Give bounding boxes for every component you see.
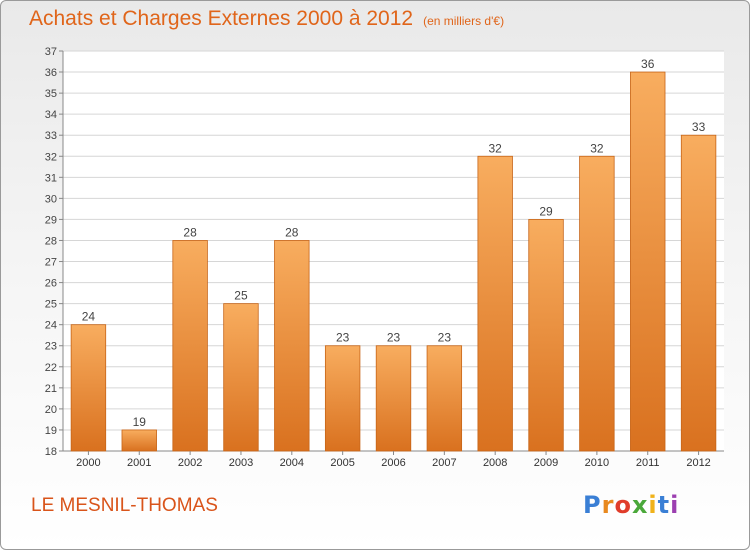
- data-label: 23: [336, 331, 350, 345]
- logo-letter: t: [657, 491, 671, 519]
- bar: [630, 71, 666, 452]
- y-tick-label: 20: [45, 404, 57, 416]
- bar: [426, 345, 463, 452]
- data-label: 23: [438, 331, 452, 345]
- logo-letter: i: [670, 491, 680, 519]
- x-tick-label: 2009: [534, 457, 558, 469]
- y-tick-label: 30: [45, 193, 57, 205]
- y-tick-label: 29: [45, 214, 57, 226]
- bar: [477, 155, 513, 452]
- y-tick-label: 35: [45, 88, 57, 100]
- data-label: 25: [234, 289, 248, 303]
- bar: [70, 324, 107, 452]
- place-name: LE MESNIL-THOMAS: [31, 495, 218, 516]
- data-label: 24: [82, 310, 96, 324]
- y-tick-label: 33: [45, 130, 57, 142]
- y-tick-label: 18: [45, 446, 57, 458]
- y-tick-label: 36: [45, 67, 57, 79]
- bar: [121, 429, 157, 452]
- data-label: 32: [489, 141, 503, 155]
- bar: [680, 134, 717, 452]
- y-tick-label: 37: [45, 46, 57, 58]
- y-tick-label: 28: [45, 235, 57, 247]
- y-tick-label: 31: [45, 172, 57, 184]
- data-label: 36: [641, 57, 655, 71]
- x-tick-label: 2008: [483, 457, 507, 469]
- x-tick-label: 2011: [636, 457, 660, 469]
- bar: [223, 303, 259, 452]
- logo-letter: x: [631, 491, 649, 519]
- y-tick-label: 32: [45, 151, 57, 163]
- y-tick-label: 21: [45, 383, 57, 395]
- x-tick-label: 2004: [280, 457, 304, 469]
- logo-letter: o: [614, 491, 632, 519]
- x-tick-label: 2006: [381, 457, 405, 469]
- logo-letter: P: [583, 491, 602, 519]
- x-tick-label: 2012: [686, 457, 710, 469]
- data-label: 32: [590, 141, 604, 155]
- data-label: 33: [692, 120, 706, 134]
- y-tick-label: 24: [45, 320, 57, 332]
- bar: [579, 155, 615, 452]
- bar: [528, 219, 564, 452]
- x-tick-label: 2000: [76, 457, 100, 469]
- bar: [324, 345, 361, 452]
- x-tick-label: 2002: [178, 457, 202, 469]
- y-tick-label: 26: [45, 278, 57, 290]
- y-tick-label: 22: [45, 362, 57, 374]
- x-tick-label: 2010: [585, 457, 609, 469]
- x-tick-label: 2005: [330, 457, 354, 469]
- y-tick-label: 25: [45, 299, 57, 311]
- x-tick-label: 2003: [229, 457, 253, 469]
- proxiti-logo: Proxiti: [583, 491, 679, 519]
- data-label: 28: [183, 225, 197, 239]
- y-tick-label: 23: [45, 341, 57, 353]
- logo-letter: r: [601, 491, 615, 519]
- data-label: 23: [387, 331, 401, 345]
- chart-title-text: Achats et Charges Externes 2000 à 2012: [29, 7, 414, 30]
- bar: [274, 240, 310, 452]
- bar: [172, 240, 208, 452]
- chart-title: Achats et Charges Externes 2000 à 2012 (e…: [29, 7, 504, 31]
- chart-subtitle: (en milliers d'€): [423, 14, 505, 28]
- data-label: 28: [285, 225, 299, 239]
- x-tick-label: 2001: [127, 457, 151, 469]
- bar: [375, 345, 412, 452]
- logo-letter: i: [648, 491, 658, 519]
- y-tick-label: 34: [45, 109, 57, 121]
- x-tick-label: 2007: [432, 457, 456, 469]
- data-label: 19: [133, 415, 147, 429]
- data-label: 29: [539, 204, 553, 218]
- y-tick-label: 27: [45, 257, 57, 269]
- y-tick-label: 19: [45, 425, 57, 437]
